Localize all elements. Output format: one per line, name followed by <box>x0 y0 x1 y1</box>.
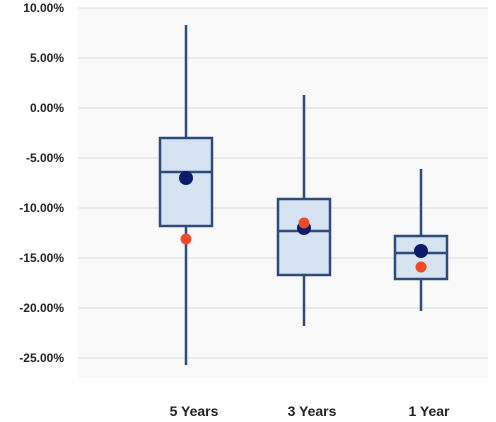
y-tick-label: -20.00% <box>19 301 64 315</box>
box-1 <box>158 25 214 365</box>
box-2 <box>276 95 332 326</box>
y-axis-tick-labels: 10.00% 5.00% 0.00% -5.00% -10.00% -15.00% -20.… <box>19 1 64 365</box>
y-tick-label: -10.00% <box>19 201 64 215</box>
x-category-label: 1 Year <box>408 403 450 419</box>
y-tick-label: -25.00% <box>19 351 64 365</box>
y-tick-label: 5.00% <box>30 51 64 65</box>
x-category-label: 5 Years <box>170 403 219 419</box>
y-tick-label: -5.00% <box>26 151 64 165</box>
y-tick-label: 10.00% <box>23 1 64 15</box>
y-tick-label: -15.00% <box>19 251 64 265</box>
mean-marker <box>414 244 428 258</box>
boxes <box>158 25 449 365</box>
red-marker <box>298 217 310 229</box>
red-marker <box>415 261 427 273</box>
y-tick-label: 0.00% <box>30 101 64 115</box>
plot-area <box>78 8 488 378</box>
x-category-label: 3 Years <box>288 403 337 419</box>
x-axis-category-labels: 5 Years 3 Years 1 Year <box>170 403 450 419</box>
box-3 <box>393 169 449 311</box>
red-marker <box>180 233 192 245</box>
mean-marker <box>179 171 193 185</box>
interquartile-box <box>276 197 332 277</box>
